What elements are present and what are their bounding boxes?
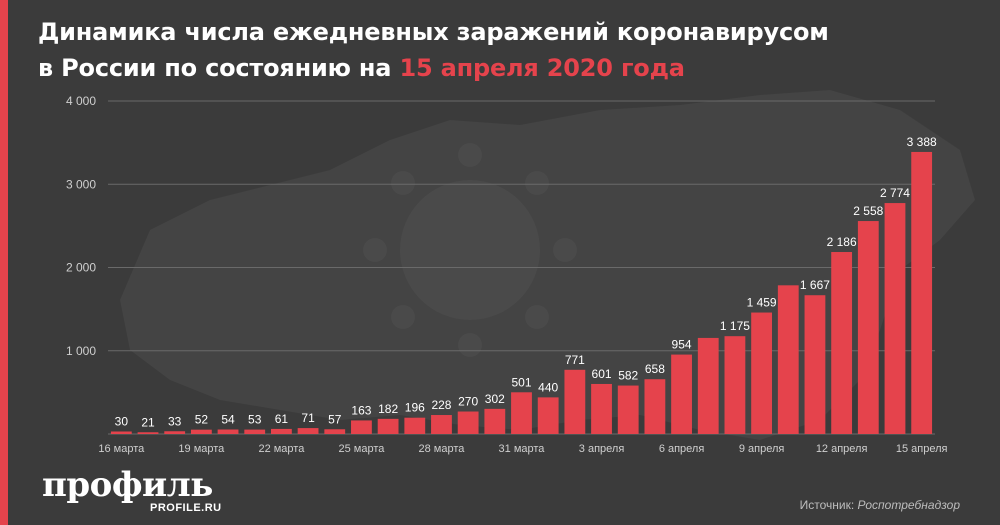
data-label: 658: [645, 362, 665, 376]
data-label: 33: [168, 414, 182, 428]
bar: [190, 429, 212, 434]
x-tick-label: 12 апреля: [816, 443, 868, 455]
bar: [537, 397, 559, 434]
data-label: 53: [248, 413, 262, 427]
x-tick-label: 22 марта: [258, 443, 305, 455]
data-label: 61: [275, 412, 289, 426]
bar: [164, 431, 186, 434]
data-label: 501: [511, 375, 531, 389]
bar: [697, 337, 719, 434]
data-label: 2 558: [853, 204, 883, 218]
source-note: Источник: Роспотребнадзор: [800, 498, 960, 512]
data-label: 196: [405, 401, 425, 415]
bar: [591, 383, 612, 434]
data-label: 163: [351, 403, 371, 417]
data-label: 54: [221, 413, 235, 427]
bar: [724, 336, 746, 434]
x-tick-label: 28 марта: [419, 443, 466, 455]
source-prefix: Источник:: [799, 498, 858, 512]
data-label: 52: [195, 413, 209, 427]
bar: [671, 354, 692, 434]
title-line-2-prefix: в России по состоянию на: [38, 54, 400, 82]
x-tick-label: 9 апреля: [739, 443, 785, 455]
data-label: 57: [328, 412, 342, 426]
title-date-highlight: 15 апреля 2020 года: [399, 54, 685, 82]
bar: [270, 428, 292, 434]
title-line-1: Динамика числа ежедневных заражений коро…: [38, 18, 829, 46]
x-tick-label: 19 марта: [178, 443, 225, 455]
bar: [351, 420, 372, 434]
bar: [751, 312, 773, 434]
data-label: 1 175: [720, 319, 750, 333]
y-tick-label: 4 000: [66, 94, 96, 108]
bar: [884, 203, 906, 434]
bar: [831, 252, 853, 434]
bar: [644, 379, 666, 434]
data-label: 771: [565, 353, 585, 367]
x-tick-label: 6 апреля: [659, 443, 705, 455]
bar: [484, 408, 506, 434]
accent-bar: [0, 0, 8, 525]
bar: [777, 285, 799, 434]
virus-icon: [363, 143, 577, 357]
data-label: 30: [115, 415, 129, 429]
chart-title: Динамика числа ежедневных заражений коро…: [38, 14, 978, 86]
data-label: 182: [378, 402, 398, 416]
x-tick-label: 3 апреля: [579, 443, 625, 455]
y-tick-label: 3 000: [66, 177, 96, 191]
x-tick-label: 15 апреля: [896, 443, 948, 455]
bar: [431, 415, 452, 434]
bar: [911, 151, 933, 434]
bar: [511, 392, 532, 434]
bar: [297, 428, 319, 434]
data-label: 21: [141, 415, 155, 429]
data-label: 1 667: [800, 278, 830, 292]
bar: [137, 432, 159, 434]
data-label: 270: [458, 395, 478, 409]
bar: [617, 385, 639, 434]
title-line-2: в России по состоянию на 15 апреля 2020 …: [38, 50, 978, 86]
data-label: 71: [301, 411, 315, 425]
data-label: 2 186: [827, 235, 857, 249]
bar: [804, 295, 826, 434]
data-label: 954: [672, 338, 692, 352]
data-label: 582: [618, 369, 638, 383]
logo-wordmark: профиль: [42, 465, 213, 505]
data-label: 302: [485, 392, 505, 406]
x-tick-label: 25 марта: [338, 443, 385, 455]
data-label: 2 774: [880, 186, 910, 200]
bar: [564, 369, 586, 434]
bar: [404, 417, 426, 434]
data-label: 1 459: [747, 296, 777, 310]
data-label: 440: [538, 380, 558, 394]
bar: [857, 221, 879, 434]
profile-logo: профиль PROFILE.RU: [42, 465, 221, 514]
data-label: 601: [592, 367, 612, 381]
x-tick-label: 16 марта: [98, 443, 145, 455]
y-tick-label: 1 000: [66, 344, 96, 358]
bar: [377, 418, 399, 434]
bar: [217, 429, 239, 434]
logo-domain: PROFILE.RU: [150, 502, 222, 514]
data-label: 228: [431, 398, 451, 412]
y-tick-label: 2 000: [66, 261, 96, 275]
bar: [324, 429, 346, 434]
x-tick-label: 31 марта: [499, 443, 546, 455]
bar: [244, 429, 266, 434]
data-label: 3 388: [907, 135, 937, 149]
bar: [110, 431, 132, 434]
source-name: Роспотребнадзор: [857, 498, 960, 512]
bar: [457, 411, 479, 434]
